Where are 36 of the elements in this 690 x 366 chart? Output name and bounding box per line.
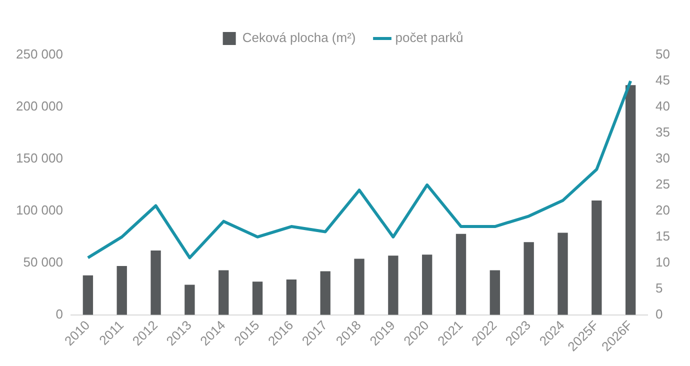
bar [354, 258, 364, 315]
y2-tick-label: 45 [656, 72, 670, 88]
bar [592, 200, 602, 315]
y-tick-label: 50 000 [23, 254, 63, 270]
y2-tick-label: 10 [656, 254, 670, 270]
bar [218, 270, 229, 315]
y2-tick-label: 20 [656, 202, 670, 218]
y2-tick-label: 5 [656, 280, 663, 296]
bar [150, 250, 161, 315]
y2-tick-label: 15 [656, 228, 670, 244]
legend-label: Ceková plocha (m²) [242, 30, 356, 46]
y-tick-label: 100 000 [16, 202, 63, 218]
bar [252, 282, 263, 315]
y2-tick-label: 40 [656, 98, 670, 114]
y-tick-label: 0 [56, 306, 63, 322]
y2-tick-label: 30 [656, 150, 670, 166]
bar [184, 284, 195, 315]
y2-tick-label: 35 [656, 124, 670, 140]
y2-tick-label: 25 [656, 176, 670, 192]
y-tick-label: 250 000 [16, 46, 63, 62]
y2-tick-label: 0 [656, 306, 663, 322]
y-tick-label: 150 000 [16, 150, 63, 166]
bar [82, 275, 94, 315]
bar [625, 85, 636, 315]
bar [490, 270, 500, 315]
legend-label: počet parků [395, 30, 464, 46]
y-tick-label: 200 000 [16, 98, 63, 114]
bar [388, 256, 398, 315]
bar [320, 271, 330, 315]
bar [116, 266, 127, 315]
bar [456, 234, 466, 315]
bar [286, 280, 297, 315]
bar [422, 254, 432, 315]
y2-tick-label: 50 [656, 46, 670, 62]
bar [524, 242, 534, 315]
bar [558, 232, 568, 315]
